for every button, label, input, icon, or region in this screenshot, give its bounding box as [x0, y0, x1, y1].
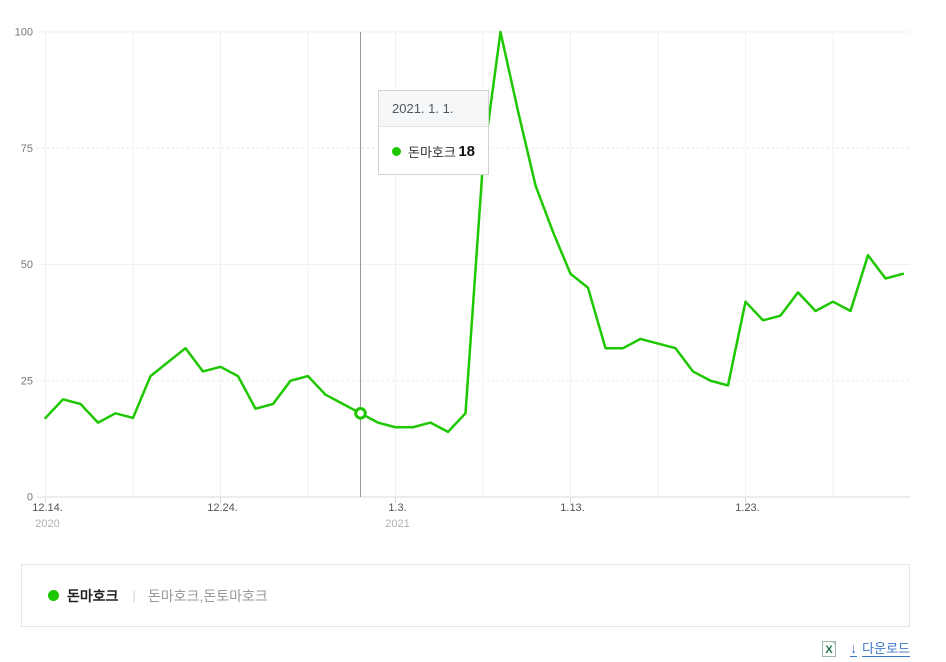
x-axis-label-1.23.: 1.23. [735, 502, 759, 514]
x-axis-label-1.3.: 1.3. [388, 502, 406, 514]
tooltip-series-name: 돈마호크 [408, 144, 456, 160]
tooltip-value: 18 [458, 142, 475, 160]
y-axis-label-50: 50 [21, 259, 33, 271]
legend-box: 돈마호크 | 돈마호크,돈토마호크 [21, 564, 910, 627]
y-axis-label-0: 0 [27, 492, 33, 504]
y-axis-label-75: 75 [21, 143, 33, 155]
trend-line-돈마호크 [44, 30, 905, 434]
x-axis-year-2020: 2020 [35, 518, 59, 530]
trend-chart-area[interactable]: 0 25 50 75 100 12.14. 2020 12.24. 1.3. 2021 1.13. 1… [0, 0, 946, 545]
y-axis-label-100: 100 [15, 27, 33, 39]
series-dot-icon [392, 146, 401, 156]
download-link[interactable]: ↓ 다운로드 [850, 641, 910, 657]
legend-keywords: 돈마호크,돈토마호크 [147, 587, 268, 604]
chart-tooltip: 2021. 1. 1. 돈마호크 18 [378, 90, 489, 175]
x-axis-label-1.13.: 1.13. [560, 502, 584, 514]
legend-divider: | [132, 588, 136, 603]
legend-dot-icon [48, 590, 59, 601]
excel-icon[interactable]: X [820, 640, 838, 658]
x-axis-year-2021: 2021 [385, 518, 409, 530]
download-row: X ↓ 다운로드 [820, 638, 910, 660]
hover-point-marker [354, 407, 367, 420]
legend-series-name[interactable]: 돈마호크 [67, 587, 119, 604]
tooltip-body: 돈마호크 18 [379, 127, 488, 175]
tooltip-date: 2021. 1. 1. [379, 91, 488, 127]
svg-text:X: X [825, 644, 833, 656]
trend-line-chart[interactable]: 0 25 50 75 100 12.14. 2020 12.24. 1.3. 2021 1.13. 1… [0, 0, 946, 545]
x-axis-label-12.14.: 12.14. [32, 502, 63, 514]
download-arrow-icon: ↓ [850, 640, 858, 657]
y-axis-label-25: 25 [21, 375, 33, 387]
x-axis-label-12.24.: 12.24. [207, 502, 238, 514]
download-label: 다운로드 [862, 641, 910, 657]
